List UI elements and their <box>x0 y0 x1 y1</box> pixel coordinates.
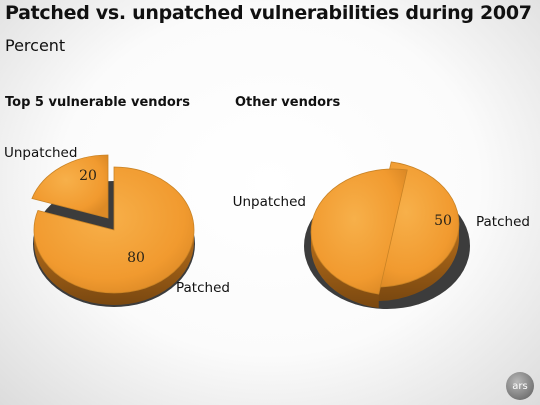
pie-slice-patched <box>33 166 195 294</box>
pie-slice-side-patched <box>311 232 379 309</box>
slice-category-label-unpatched: Unpatched <box>4 145 77 161</box>
slice-value-label-patched: 80 <box>127 250 145 266</box>
slice-category-label-unpatched: Unpatched <box>233 194 306 210</box>
pie-slice-patched <box>310 168 408 295</box>
pie-slice-side-patched <box>34 230 194 305</box>
slice-category-label-patched: Patched <box>476 214 530 230</box>
slice-category-label-patched: Patched <box>176 280 230 296</box>
slice-value-label-unpatched: 20 <box>79 168 97 184</box>
pie-title-top-vendors: Top 5 vulnerable vendors <box>5 95 190 110</box>
slice-value-label-patched: 50 <box>434 213 452 229</box>
pie-slice-side-unpatched <box>362 224 459 301</box>
ars-logo: ars <box>506 372 534 400</box>
pie-slice-unpatched <box>31 154 109 219</box>
pie-title-other-vendors: Other vendors <box>235 95 341 110</box>
chart-title: Patched vs. unpatched vulnerabilities du… <box>5 2 532 24</box>
chart-subtitle: Percent <box>5 36 66 55</box>
